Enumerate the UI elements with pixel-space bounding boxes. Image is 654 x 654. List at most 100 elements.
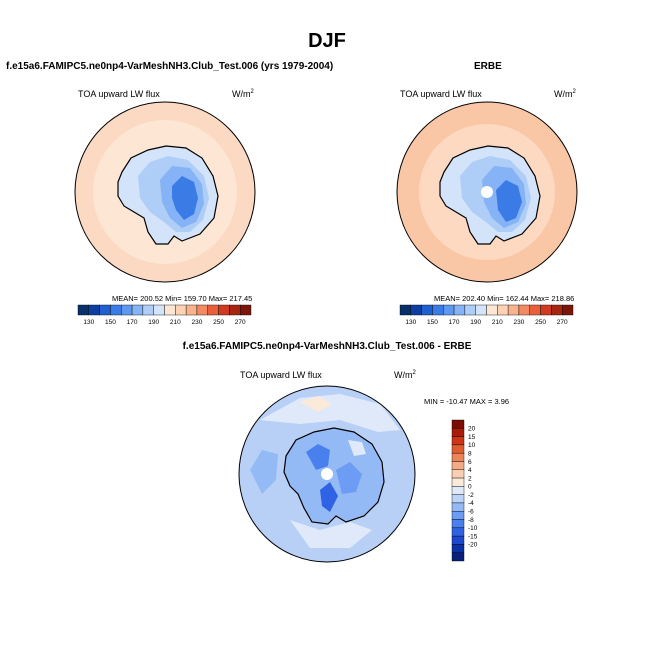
left-colorbar-box — [77, 304, 90, 316]
right-colorbar-box — [443, 304, 455, 316]
right-colorbar-box — [518, 304, 530, 316]
right-colorbar-box — [399, 304, 412, 316]
right-colorbar-tick-label: 250 — [535, 319, 546, 326]
diff-colorbar-tick-label: 10 — [468, 442, 476, 449]
page-title: DJF — [308, 30, 346, 52]
left-colorbar-box — [229, 304, 241, 316]
left-map-border — [74, 101, 256, 283]
diff-map-patch-1 — [260, 394, 400, 432]
left-colorbar-tick-label: 150 — [105, 319, 116, 326]
diff-colorbar-box — [451, 494, 465, 504]
diff-colorbar-box — [451, 535, 465, 545]
diff-colorbar-tick-label: 6 — [468, 459, 472, 466]
left-colorbar-box — [142, 304, 154, 316]
left-colorbar-tick-label: 170 — [127, 319, 138, 326]
left-colorbar-box — [99, 304, 111, 316]
diff-antarctica-low-3 — [320, 482, 338, 512]
diff-map — [239, 386, 415, 562]
right-colorbar-box — [497, 304, 509, 316]
diff-map-patch-4 — [290, 520, 372, 548]
left-colorbar-box — [121, 304, 133, 316]
diff-colorbar-tick-label: 15 — [468, 434, 476, 441]
left-panel-title: f.e15a6.FAMIPC5.ne0np4-VarMeshNH3.Club_T… — [6, 61, 334, 72]
left-units-label: W/m2 — [232, 89, 254, 99]
left-map — [75, 102, 255, 282]
diff-colorbar-tick-label: 20 — [468, 426, 476, 433]
right-units-label: W/m2 — [554, 89, 576, 99]
left-colorbar-box — [185, 304, 198, 316]
right-panel-title: ERBE — [474, 61, 502, 72]
diff-colorbar-box — [451, 452, 465, 462]
diff-colorbar-tick-label: 2 — [468, 475, 472, 482]
right-variable-label: TOA upward LW flux — [400, 89, 482, 99]
right-colorbar-box — [453, 304, 466, 316]
right-colorbar-tick-label: 130 — [405, 319, 416, 326]
diff-colorbar-box — [451, 527, 465, 537]
right-stats: MEAN= 202.40 Min= 162.44 Max= 218.86 — [434, 294, 575, 303]
right-colorbar-box — [486, 304, 498, 316]
diff-colorbar-box — [451, 519, 465, 529]
diff-variable-label: TOA upward LW flux — [240, 370, 322, 380]
diff-coastline — [283, 427, 385, 525]
left-colorbar-box — [88, 304, 100, 316]
right-colorbar-tick-label: 270 — [557, 319, 568, 326]
diff-colorbar-box — [451, 419, 465, 429]
diff-colorbar-tick-label: -20 — [468, 542, 478, 549]
diff-panel-title: f.e15a6.FAMIPC5.ne0np4-VarMeshNH3.Club_T… — [182, 341, 472, 352]
diff-pole-hole — [321, 468, 333, 480]
diff-stats: MIN = -10.47 MAX = 3.96 — [424, 397, 510, 406]
left-colorbar-tick-label: 270 — [235, 319, 246, 326]
left-colorbar: 130 150 170 190 210 230 250 270 — [77, 304, 252, 326]
diff-units-label: W/m2 — [394, 370, 416, 380]
diff-antarctica-patch — [348, 440, 366, 456]
diff-colorbar-tick-label: -4 — [468, 500, 474, 507]
right-colorbar-box — [475, 304, 487, 316]
diff-colorbar-tick-label: 8 — [468, 450, 472, 457]
right-colorbar-tick-label: 230 — [514, 319, 525, 326]
right-colorbar-tick-label: 190 — [470, 319, 481, 326]
diff-colorbar-box — [451, 444, 465, 454]
right-colorbar-box — [561, 304, 574, 316]
left-coastline — [117, 145, 219, 245]
left-colorbar-tick-label: 230 — [192, 319, 203, 326]
diff-colorbar-box — [451, 428, 465, 437]
right-colorbar-box — [464, 304, 476, 316]
left-colorbar-tick-label: 190 — [148, 319, 159, 326]
right-colorbar-box — [507, 304, 520, 316]
right-coastline — [439, 145, 541, 245]
diff-colorbar-box — [451, 461, 465, 470]
left-colorbar-box — [196, 304, 208, 316]
diff-colorbar-tick-label: -6 — [468, 509, 474, 516]
right-colorbar-tick-label: 170 — [449, 319, 460, 326]
diff-colorbar-box — [451, 552, 465, 562]
diff-colorbar-box — [451, 544, 465, 553]
diff-colorbar-tick-label: 4 — [468, 467, 472, 474]
left-colorbar-box — [239, 304, 252, 316]
diff-colorbar-tick-label: -10 — [468, 525, 478, 532]
diff-colorbar-box — [451, 469, 465, 479]
left-colorbar-tick-label: 210 — [170, 319, 181, 326]
left-colorbar-box — [164, 304, 176, 316]
diff-colorbar-box — [451, 486, 465, 495]
left-antarctica-core — [172, 176, 198, 220]
right-colorbar-box — [540, 304, 552, 316]
left-colorbar-box — [175, 304, 187, 316]
right-antarctica-core — [496, 180, 522, 222]
left-colorbar-box — [153, 304, 165, 316]
diff-antarctica-low-1 — [306, 444, 330, 470]
right-map-border — [396, 101, 578, 283]
diff-colorbar-box — [451, 436, 465, 446]
diff-map-patch-3 — [250, 450, 278, 494]
diff-antarctica-low-2 — [336, 462, 362, 494]
left-colorbar-tick-label: 250 — [213, 319, 224, 326]
diff-colorbar-box — [451, 477, 465, 487]
diff-map-border — [238, 385, 416, 563]
right-map — [397, 102, 577, 282]
diff-colorbar-box — [451, 511, 465, 520]
right-colorbar: 130 150 170 190 210 230 250 270 — [399, 304, 574, 326]
left-stats: MEAN= 200.52 Min= 159.70 Max= 217.45 — [112, 294, 253, 303]
diff-colorbar-tick-label: -8 — [468, 517, 474, 524]
right-colorbar-box — [421, 304, 433, 316]
